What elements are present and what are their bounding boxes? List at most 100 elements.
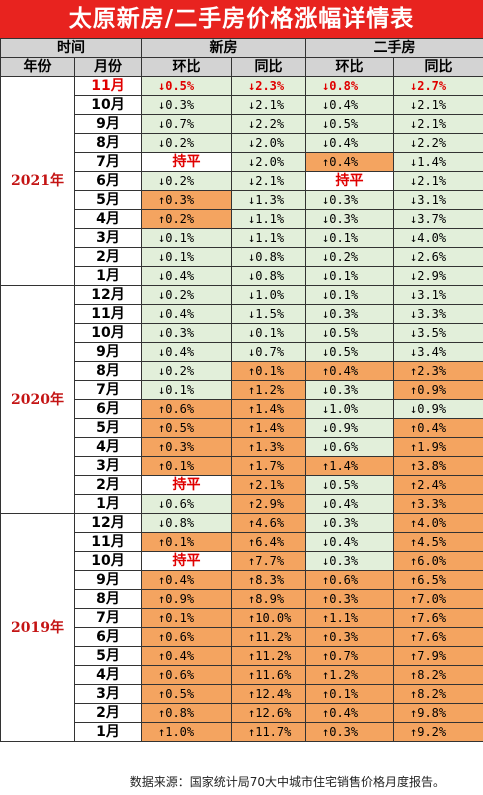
month-cell: 8月	[74, 133, 142, 153]
value-cell-new-yoy: ↑1.7%	[231, 456, 306, 476]
value-cell-second-yoy: ↓3.5%	[393, 323, 483, 343]
value-cell-new-mom: ↓0.2%	[141, 285, 232, 305]
value-cell-second-yoy: ↑2.4%	[393, 475, 483, 495]
value-cell-second-mom: ↑1.2%	[305, 665, 394, 685]
value-cell-new-mom: ↑0.8%	[141, 703, 232, 723]
value-cell-second-mom: ↑0.4%	[305, 152, 394, 172]
month-cell: 2月	[74, 703, 142, 723]
value-cell-second-mom: ↑0.4%	[305, 703, 394, 723]
value-cell-new-mom: 持平	[141, 152, 232, 172]
value-cell-new-yoy: ↓2.0%	[231, 152, 306, 172]
month-cell: 11月	[74, 304, 142, 324]
value-cell-new-yoy: ↑7.7%	[231, 551, 306, 571]
value-cell-new-yoy: ↑0.1%	[231, 361, 306, 381]
value-cell-new-mom: ↓0.2%	[141, 133, 232, 153]
table-row: 11月 ↑0.1% ↑6.4% ↓0.4% ↑4.5%	[1, 532, 483, 552]
month-cell: 10月	[74, 95, 142, 115]
value-cell-new-mom: ↑0.5%	[141, 684, 232, 704]
value-cell-new-mom: ↑1.0%	[141, 722, 232, 742]
table-row: 8月 ↓0.2% ↑0.1% ↑0.4% ↑2.3%	[1, 361, 483, 381]
value-cell-new-mom: ↑0.4%	[141, 570, 232, 590]
table-row: 1月 ↓0.6% ↑2.9% ↓0.4% ↑3.3%	[1, 494, 483, 514]
value-cell-new-mom: ↓0.6%	[141, 494, 232, 514]
table-row: 9月 ↑0.4% ↑8.3% ↑0.6% ↑6.5%	[1, 570, 483, 590]
value-cell-new-mom: ↑0.6%	[141, 399, 232, 419]
value-cell-second-mom: ↑0.3%	[305, 589, 394, 609]
value-cell-second-mom: ↓0.5%	[305, 114, 394, 134]
header-new-mom: 环比	[141, 57, 232, 77]
value-cell-second-mom: ↓0.1%	[305, 266, 394, 286]
month-cell: 2月	[74, 247, 142, 267]
value-cell-new-mom: ↓0.3%	[141, 323, 232, 343]
table-row: 7月 ↑0.1% ↑10.0% ↑1.1% ↑7.6%	[1, 608, 483, 628]
header-row-1: 时间 新房 二手房	[0, 38, 483, 58]
value-cell-second-yoy: ↑7.0%	[393, 589, 483, 609]
value-cell-second-mom: ↓0.4%	[305, 494, 394, 514]
value-cell-second-mom: ↓0.3%	[305, 380, 394, 400]
header-second-hand: 二手房	[305, 38, 483, 58]
value-cell-new-mom: ↓0.4%	[141, 266, 232, 286]
value-cell-second-yoy: ↑7.6%	[393, 627, 483, 647]
header-time: 时间	[0, 38, 142, 58]
table-row: 4月 ↑0.3% ↑1.3% ↓0.6% ↑1.9%	[1, 437, 483, 457]
value-cell-new-yoy: ↑12.4%	[231, 684, 306, 704]
value-cell-second-mom: ↑1.4%	[305, 456, 394, 476]
value-cell-second-mom: ↓0.3%	[305, 513, 394, 533]
table-row: 3月 ↓0.1% ↓1.1% ↓0.1% ↓4.0%	[1, 228, 483, 248]
value-cell-new-yoy: ↓1.0%	[231, 285, 306, 305]
page-title: 太原新房/二手房价格涨幅详情表	[0, 0, 483, 38]
month-cell: 1月	[74, 494, 142, 514]
table-row: 11月 ↓0.4% ↓1.5% ↓0.3% ↓3.3%	[1, 304, 483, 324]
price-table: 时间 新房 二手房 年份 月份 环比 同比 环比 同比 2021年 11月 ↓0.5…	[0, 38, 483, 742]
month-cell: 7月	[74, 608, 142, 628]
value-cell-second-yoy: ↑7.9%	[393, 646, 483, 666]
table-row: 10月 ↓0.3% ↓0.1% ↓0.5% ↓3.5%	[1, 323, 483, 343]
value-cell-new-yoy: ↑1.4%	[231, 418, 306, 438]
value-cell-second-yoy: ↓3.4%	[393, 342, 483, 362]
value-cell-second-yoy: ↓2.1%	[393, 114, 483, 134]
value-cell-second-yoy: ↑4.5%	[393, 532, 483, 552]
value-cell-second-yoy: ↓0.9%	[393, 399, 483, 419]
header-new-house: 新房	[141, 38, 306, 58]
value-cell-second-yoy: ↓2.1%	[393, 95, 483, 115]
value-cell-new-yoy: ↓2.3%	[231, 76, 306, 96]
month-cell: 11月	[74, 532, 142, 552]
table-row: 5月 ↑0.3% ↓1.3% ↓0.3% ↓3.1%	[1, 190, 483, 210]
value-cell-new-yoy: ↓1.3%	[231, 190, 306, 210]
value-cell-second-mom: ↓1.0%	[305, 399, 394, 419]
data-source-note: 数据来源：国家统计局70大中城市住宅销售价格月度报告。	[0, 770, 483, 795]
value-cell-new-mom: ↑0.1%	[141, 456, 232, 476]
value-cell-second-yoy: ↓2.6%	[393, 247, 483, 267]
value-cell-new-mom: ↑0.2%	[141, 209, 232, 229]
value-cell-new-mom: ↑0.6%	[141, 665, 232, 685]
month-cell: 10月	[74, 551, 142, 571]
value-cell-second-mom: ↓0.1%	[305, 228, 394, 248]
month-cell: 3月	[74, 228, 142, 248]
table-row: 1月 ↓0.4% ↓0.8% ↓0.1% ↓2.9%	[1, 266, 483, 286]
table-row: 6月 ↑0.6% ↑11.2% ↑0.3% ↑7.6%	[1, 627, 483, 647]
value-cell-second-yoy: ↓1.4%	[393, 152, 483, 172]
value-cell-new-mom: ↑0.1%	[141, 532, 232, 552]
value-cell-new-yoy: ↓0.7%	[231, 342, 306, 362]
value-cell-second-yoy: ↑3.8%	[393, 456, 483, 476]
table-row: 2019年 12月 ↓0.8% ↑4.6% ↓0.3% ↑4.0%	[0, 513, 483, 742]
month-cell: 9月	[74, 342, 142, 362]
header-second-mom: 环比	[305, 57, 394, 77]
table-row: 2021年 11月 ↓0.5% ↓2.3% ↓0.8% ↓2.7%	[0, 76, 483, 286]
value-cell-new-mom: ↑0.3%	[141, 437, 232, 457]
value-cell-second-mom: ↑0.3%	[305, 722, 394, 742]
value-cell-new-yoy: ↓0.1%	[231, 323, 306, 343]
month-cell: 5月	[74, 418, 142, 438]
table-row: 4月 ↑0.6% ↑11.6% ↑1.2% ↑8.2%	[1, 665, 483, 685]
value-cell-second-yoy: ↓4.0%	[393, 228, 483, 248]
table-row: 8月 ↓0.2% ↓2.0% ↓0.4% ↓2.2%	[1, 133, 483, 153]
month-cell: 1月	[74, 722, 142, 742]
value-cell-second-mom: ↓0.3%	[305, 190, 394, 210]
value-cell-second-mom: ↓0.4%	[305, 133, 394, 153]
value-cell-new-yoy: ↓2.0%	[231, 133, 306, 153]
value-cell-second-mom: ↓0.2%	[305, 247, 394, 267]
value-cell-new-yoy: ↑2.9%	[231, 494, 306, 514]
value-cell-new-mom: ↑0.3%	[141, 190, 232, 210]
month-cell: 6月	[74, 171, 142, 191]
table-row: 7月 ↓0.1% ↑1.2% ↓0.3% ↑0.9%	[1, 380, 483, 400]
